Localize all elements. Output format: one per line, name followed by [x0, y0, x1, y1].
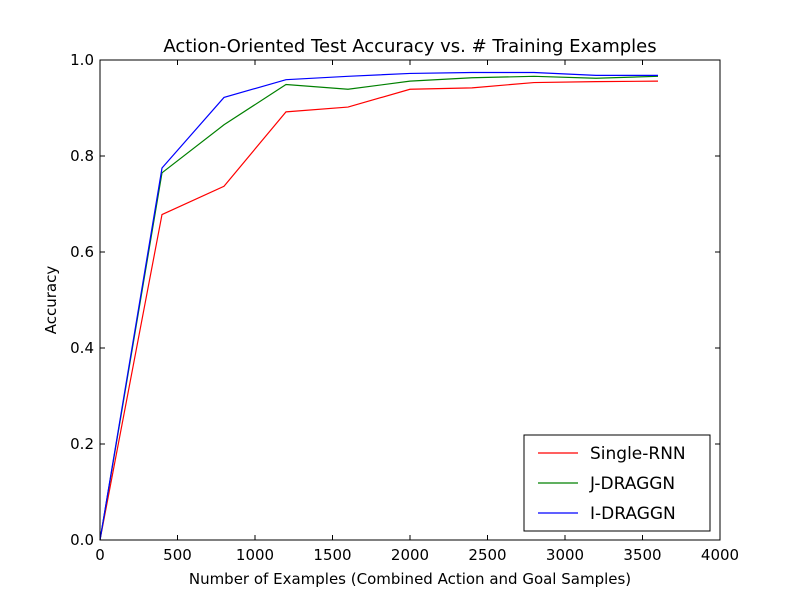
series-layer [99, 71, 659, 541]
y-tick-label: 0.0 [70, 531, 94, 549]
y-tick-label: 1.0 [70, 51, 94, 69]
x-tick-label: 2000 [391, 546, 429, 564]
chart-title: Action-Oriented Test Accuracy vs. # Trai… [163, 36, 656, 57]
y-tick-label: 0.8 [70, 147, 94, 165]
axes-layer: 0 500 1000 1500 2000 2500 3000 3500 4000 0.0 0.2 0.… [70, 51, 739, 564]
series-line-3 [99, 71, 658, 541]
y-tick-label: 0.4 [70, 339, 94, 357]
legend-label-1: Single-RNN [590, 444, 686, 464]
y-tick-label: 0.6 [70, 243, 94, 261]
x-tick-label: 3500 [623, 546, 661, 564]
x-tick-label: 1000 [236, 546, 274, 564]
legend-label-3: I-DRAGGN [590, 504, 676, 524]
x-tick-label: 2500 [468, 546, 506, 564]
legend: Single-RNN J-DRAGGN I-DRAGGN [523, 434, 711, 532]
x-tick-label: 3000 [546, 546, 584, 564]
x-tick-label: 500 [163, 546, 192, 564]
series-line-2 [99, 75, 659, 541]
x-tick-label: 4000 [701, 546, 739, 564]
legend-label-2: J-DRAGGN [589, 474, 675, 494]
x-tick-label: 1500 [313, 546, 351, 564]
x-axis-label: Number of Examples (Combined Action and … [189, 570, 631, 588]
series-line-1 [99, 80, 659, 541]
x-tick-label: 0 [95, 546, 105, 564]
y-axis-label: Accuracy [42, 266, 60, 335]
y-tick-label: 0.2 [70, 435, 94, 453]
